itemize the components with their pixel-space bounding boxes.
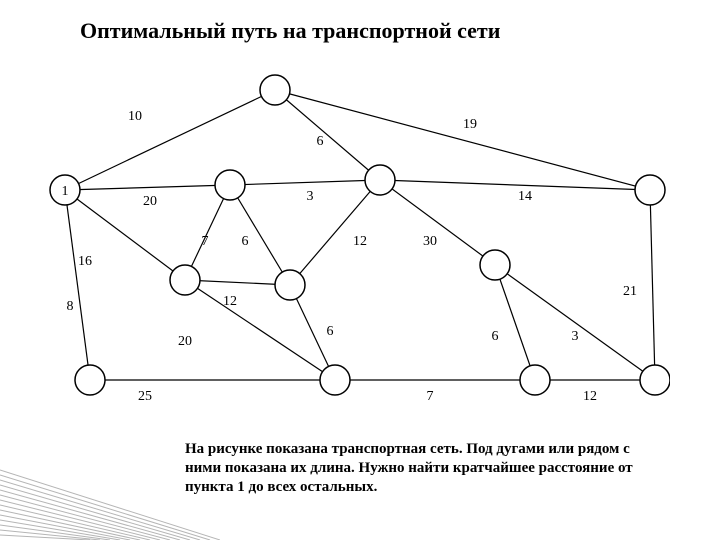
caption-text: На рисунке показана транспортная сеть. П… [185, 440, 645, 496]
edge [275, 90, 650, 190]
edge-weight: 6 [242, 234, 249, 249]
edge-labels-layer: 10 20 16 8 6 19 7 6 3 12 20 12 6 14 30 21 6 3 25 7 12 [67, 109, 638, 404]
node [640, 365, 670, 395]
page-title: Оптимальный путь на транспортной сети [80, 18, 680, 44]
edge-weight: 10 [128, 109, 142, 124]
edge-weight: 30 [423, 234, 437, 249]
edge-weight: 14 [518, 189, 532, 204]
node-label: 1 [62, 184, 69, 199]
edge-weight: 12 [223, 294, 237, 309]
edge-weight: 3 [572, 329, 579, 344]
edge [230, 180, 380, 185]
edge [650, 190, 655, 380]
node [260, 75, 290, 105]
edge [185, 280, 290, 285]
edge [65, 190, 90, 380]
edge [185, 280, 335, 380]
node [320, 365, 350, 395]
edge-weight: 6 [492, 329, 499, 344]
edge [495, 265, 535, 380]
edge [185, 185, 230, 280]
edge [65, 185, 230, 190]
edge-weight: 6 [317, 134, 324, 149]
edge [65, 90, 275, 190]
edge-weight: 20 [178, 334, 192, 349]
edge-weight: 12 [353, 234, 367, 249]
edge-weight: 25 [138, 389, 152, 404]
node [275, 270, 305, 300]
edge-weight: 19 [463, 117, 477, 132]
edge-weight: 6 [327, 324, 334, 339]
node [75, 365, 105, 395]
edge [380, 180, 495, 265]
edge-weight: 21 [623, 284, 637, 299]
edge-weight: 20 [143, 194, 157, 209]
edge-weight: 7 [202, 234, 209, 249]
edge [290, 180, 380, 285]
node [215, 170, 245, 200]
edge-weight: 7 [427, 389, 434, 404]
node [520, 365, 550, 395]
node [635, 175, 665, 205]
edge-weight: 12 [583, 389, 597, 404]
network-diagram: 1 10 20 16 8 6 19 7 6 3 12 20 12 6 14 30 21 6 3 25 7 12 [30, 60, 670, 420]
edge [380, 180, 650, 190]
edge-weight: 16 [78, 254, 92, 269]
edge-weight: 8 [67, 299, 74, 314]
edge [230, 185, 290, 285]
node [480, 250, 510, 280]
node [365, 165, 395, 195]
node [170, 265, 200, 295]
edge [495, 265, 655, 380]
edge-weight: 3 [307, 189, 314, 204]
